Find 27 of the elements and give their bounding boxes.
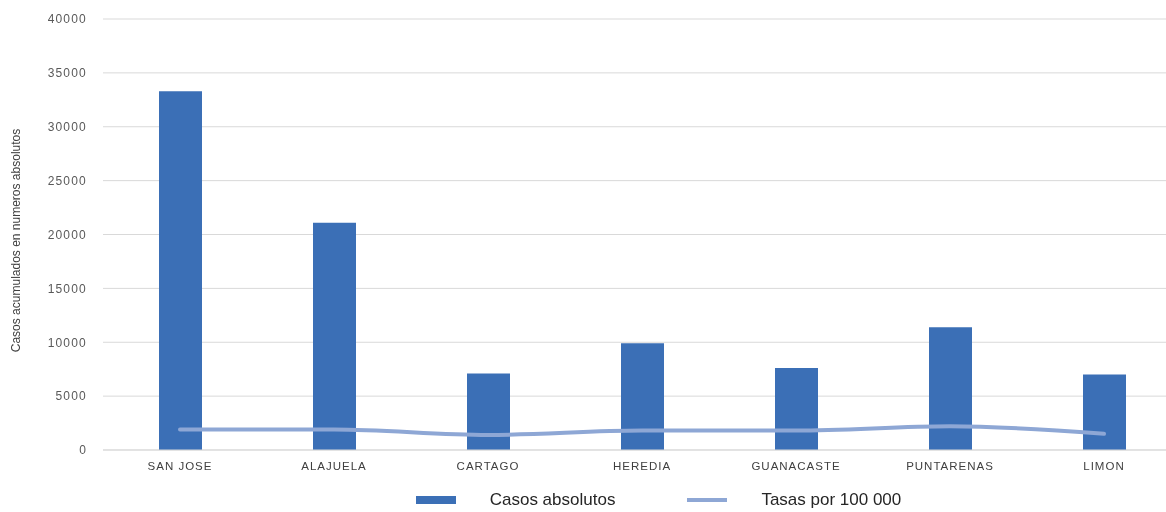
x-tick-label: GUANACASTE: [751, 460, 841, 473]
y-tick-label: 40000: [47, 12, 87, 27]
bar: [775, 368, 818, 450]
y-tick-label: 0: [79, 443, 87, 458]
x-tick-label: HEREDIA: [612, 460, 672, 473]
legend-label: Casos absolutos: [489, 490, 616, 510]
x-tick-label: LIMON: [1083, 460, 1125, 473]
y-tick-label: 25000: [47, 173, 87, 188]
bar: [467, 373, 510, 450]
y-tick-label: 20000: [47, 227, 87, 242]
bar: [1083, 374, 1126, 450]
bar: [621, 343, 664, 450]
x-tick-label: CARTAGO: [456, 460, 520, 473]
bar: [159, 91, 202, 450]
y-tick-label: 5000: [55, 389, 87, 404]
y-tick-label: 15000: [47, 281, 87, 296]
y-tick-label: 30000: [47, 120, 87, 135]
legend-label: Tasas por 100 000: [761, 490, 902, 510]
bar: [929, 327, 972, 450]
x-tick-label: ALAJUELA: [301, 460, 367, 473]
y-axis-title: Casos acumulados en numeros absolutos: [9, 128, 23, 353]
x-tick-label: SAN JOSE: [147, 460, 213, 473]
line-series: [178, 424, 1106, 437]
bar: [313, 222, 356, 450]
y-tick-label: 10000: [47, 335, 87, 350]
y-tick-label: 35000: [47, 66, 87, 81]
x-tick-label: PUNTARENAS: [906, 460, 994, 473]
